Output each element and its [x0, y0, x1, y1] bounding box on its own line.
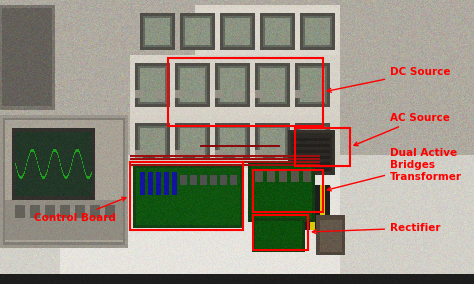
Text: Dual Active
Bridges
Transformer: Dual Active Bridges Transformer — [327, 149, 462, 191]
Text: DC Source: DC Source — [327, 67, 450, 92]
Bar — [253, 215, 308, 250]
Text: Control Board: Control Board — [34, 197, 126, 223]
Text: AC Source: AC Source — [354, 113, 450, 146]
Bar — [253, 170, 323, 212]
Bar — [168, 58, 323, 126]
Text: Rectifier: Rectifier — [312, 223, 440, 234]
Bar — [295, 128, 350, 166]
Bar — [130, 162, 243, 230]
